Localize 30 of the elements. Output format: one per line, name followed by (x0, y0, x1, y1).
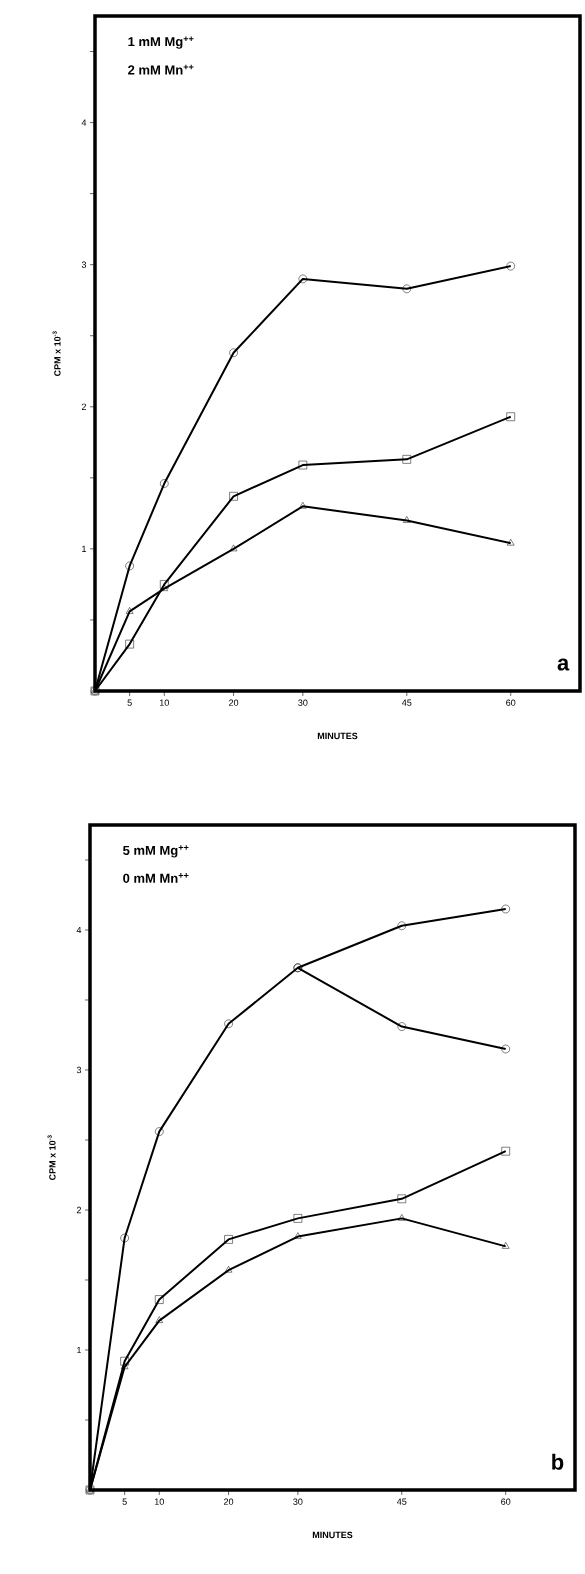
y-tick-label: 2 (81, 403, 87, 410)
x-tick-label: 30 (293, 1498, 303, 1505)
x-tick-label: 20 (229, 699, 239, 706)
x-tick-label: 5 (127, 699, 132, 706)
x-tick-label: 60 (506, 699, 516, 706)
y-axis-title: CPM x 10$^{-3}$ (47, 1135, 56, 1181)
x-axis-title: MINUTES (312, 1531, 353, 1539)
annotation: b (552, 1453, 564, 1470)
y-tick-label: 2 (76, 1206, 82, 1214)
y-tick-label: 3 (81, 261, 87, 268)
x-tick-label: 30 (298, 699, 308, 706)
y-tick-label: 1 (77, 1346, 82, 1354)
y-tick-label: 1 (82, 545, 87, 552)
x-axis-title: MINUTES (317, 732, 358, 740)
x-tick-label: 5 (122, 1498, 127, 1505)
x-tick-label: 20 (224, 1498, 234, 1505)
x-tick-label: 60 (501, 1498, 511, 1505)
annotation: 1 mM Mg$^{++}$ (128, 36, 194, 49)
y-tick-label: 3 (76, 1066, 82, 1074)
x-tick-label: 10 (159, 699, 169, 706)
annotation: 0 mM Mn$^{++}$ (123, 873, 189, 883)
annotation: 5 mM Mg$^{++}$ (123, 845, 189, 858)
y-tick-label: 4 (81, 119, 87, 126)
x-tick-label: 45 (401, 699, 412, 706)
y-axis-title: CPM x 10$^{-3}$ (52, 331, 61, 377)
x-tick-label: 10 (154, 1498, 164, 1505)
y-tick-label: 4 (76, 926, 82, 934)
x-tick-label: 45 (396, 1498, 407, 1505)
annotation: a (557, 658, 570, 671)
annotation: 2 mM Mn$^{++}$ (128, 64, 194, 75)
